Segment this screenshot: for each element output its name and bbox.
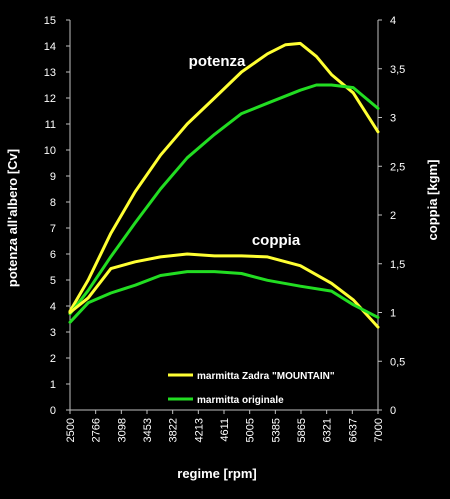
x-tick-label: 4611 (219, 418, 231, 442)
x-tick-label: 3453 (142, 418, 154, 442)
y-left-tick-label: 15 (44, 15, 56, 27)
x-tick-label: 7000 (373, 418, 385, 442)
y-left-tick-label: 13 (44, 67, 56, 79)
x-tick-label: 6321 (322, 418, 334, 442)
series (68, 41, 380, 329)
y-right-tick-label: 3,5 (390, 64, 405, 76)
x-tick-label: 2766 (91, 418, 103, 442)
y-left-tick-label: 5 (50, 275, 56, 287)
y-right-tick-label: 0 (390, 405, 396, 417)
y-left-tick-label: 10 (44, 145, 56, 157)
y-axis-right-title: coppia [kgm] (425, 160, 440, 241)
ticks: 012345678910111213141500,511,522,533,542… (44, 15, 406, 442)
x-tick-label: 3822 (168, 418, 180, 442)
x-axis-title: regime [rpm] (177, 466, 256, 481)
series-line-torque-originale (68, 270, 380, 324)
legend-label-originale: marmitta originale (197, 395, 284, 406)
annotation-torque: coppia (252, 232, 301, 249)
x-tick-label: 4213 (193, 418, 205, 442)
y-right-tick-label: 4 (390, 15, 396, 27)
x-tick-label: 3098 (116, 418, 128, 442)
y-axis-left-title: potenza all'albero [Cv] (5, 149, 20, 287)
y-right-tick-label: 3 (390, 113, 396, 125)
y-left-tick-label: 8 (50, 197, 56, 209)
series-line-power-zadra (68, 41, 380, 313)
x-tick-label: 5865 (296, 418, 308, 442)
x-tick-label: 5385 (270, 418, 282, 442)
x-tick-label: 6637 (347, 418, 359, 442)
y-left-tick-label: 0 (50, 405, 56, 417)
y-right-tick-label: 1 (390, 308, 396, 320)
y-right-tick-label: 2 (390, 210, 396, 222)
y-right-tick-label: 1,5 (390, 259, 405, 271)
y-left-tick-label: 7 (50, 223, 56, 235)
y-left-tick-label: 1 (50, 379, 56, 391)
y-right-tick-label: 0,5 (390, 356, 405, 368)
y-left-tick-label: 12 (44, 93, 56, 105)
series-line-power-originale (68, 83, 380, 316)
y-left-tick-label: 6 (50, 249, 56, 261)
x-tick-label: 5005 (245, 418, 257, 442)
y-right-tick-label: 2,5 (390, 161, 405, 173)
y-left-tick-label: 2 (50, 353, 56, 365)
y-left-tick-label: 4 (50, 301, 56, 313)
annotation-power: potenza (189, 53, 246, 70)
legend-label-zadra: marmitta Zadra "MOUNTAIN" (197, 371, 335, 382)
x-tick-label: 2500 (65, 418, 77, 442)
y-left-tick-label: 3 (50, 327, 56, 339)
y-left-tick-label: 14 (44, 41, 56, 53)
legend: marmitta Zadra "MOUNTAIN" marmitta origi… (168, 371, 335, 406)
y-left-tick-label: 9 (50, 171, 56, 183)
y-left-tick-label: 11 (45, 119, 56, 131)
series-line-torque-zadra (68, 252, 380, 329)
